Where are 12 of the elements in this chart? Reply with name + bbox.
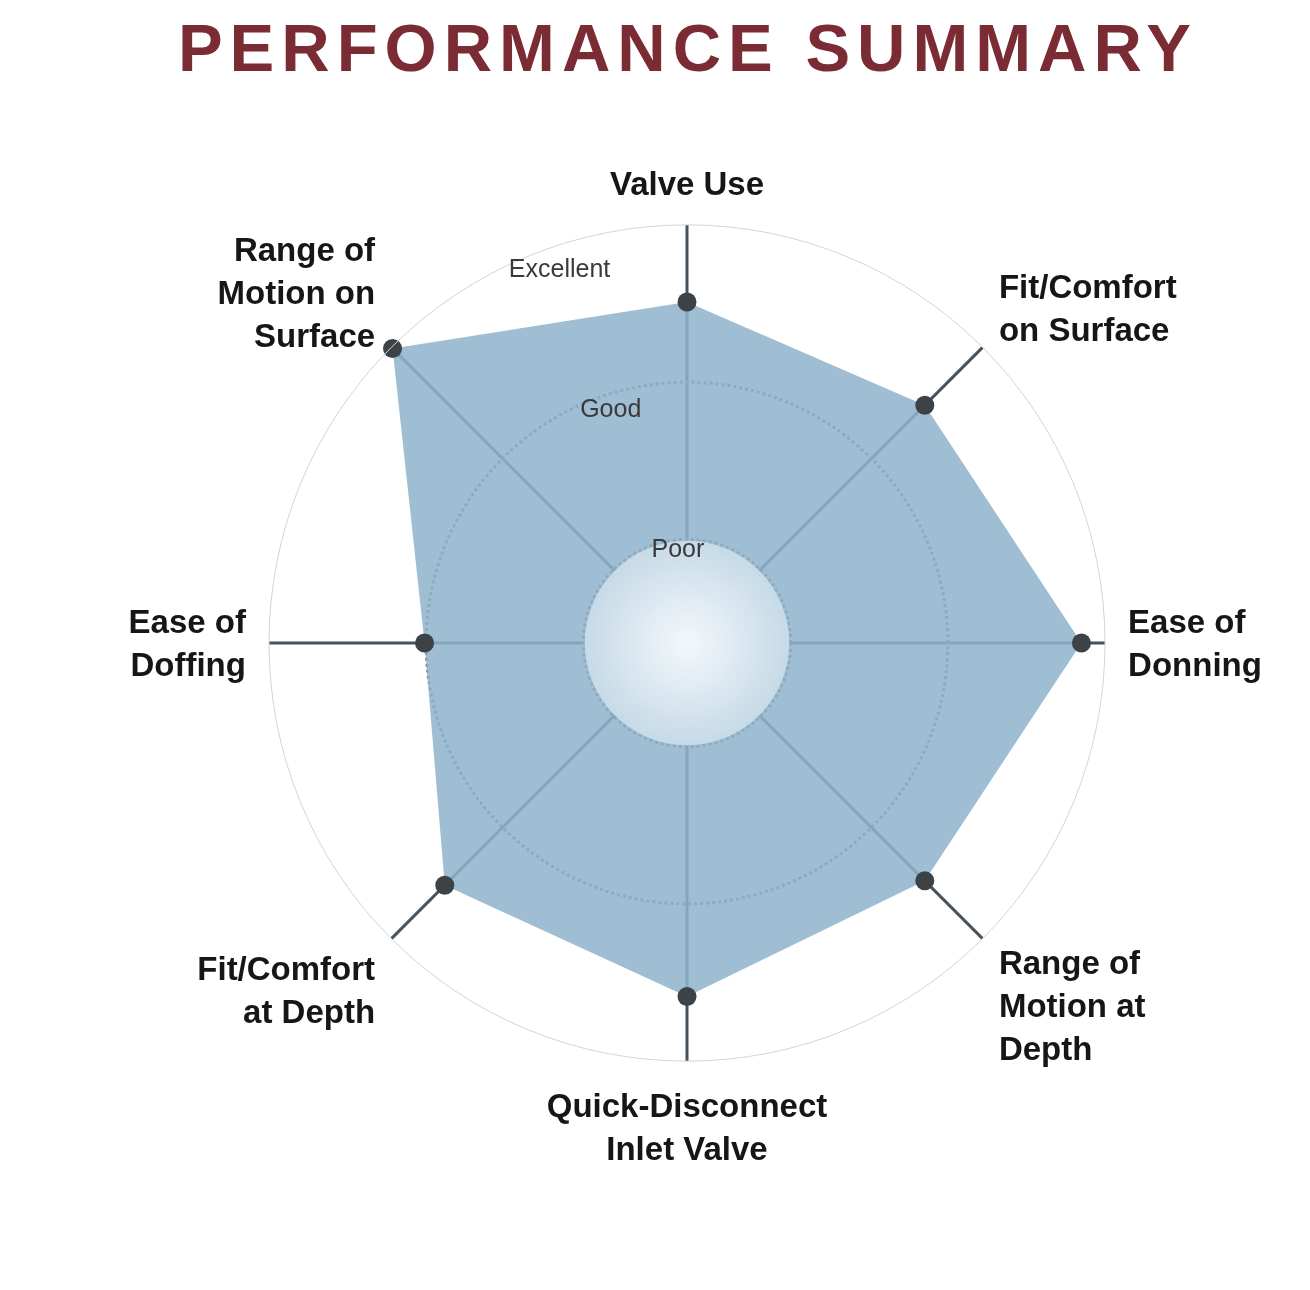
spoke-label: Range of Motion on Surface [217, 231, 377, 355]
spoke-label: Valve Use [609, 165, 765, 203]
y-tick-label: Poor [651, 534, 705, 563]
spoke-label: Ease of Donning [1128, 603, 1262, 683]
chart-title: PERFORMANCE SUMMARY [177, 10, 1199, 85]
spoke-label: Quick-Disconnect Inlet Valve [546, 1087, 828, 1167]
spoke-label: Ease of Doffing [128, 603, 247, 683]
spoke-label: Fit/Comfort on Surface [998, 267, 1177, 348]
spoke-label: Fit/Comfort at Depth [197, 950, 376, 1031]
y-tick-label: Excellent [508, 254, 611, 283]
y-tick-label: Good [580, 394, 642, 423]
spoke-label: Range of Motion at Depth [998, 943, 1146, 1067]
